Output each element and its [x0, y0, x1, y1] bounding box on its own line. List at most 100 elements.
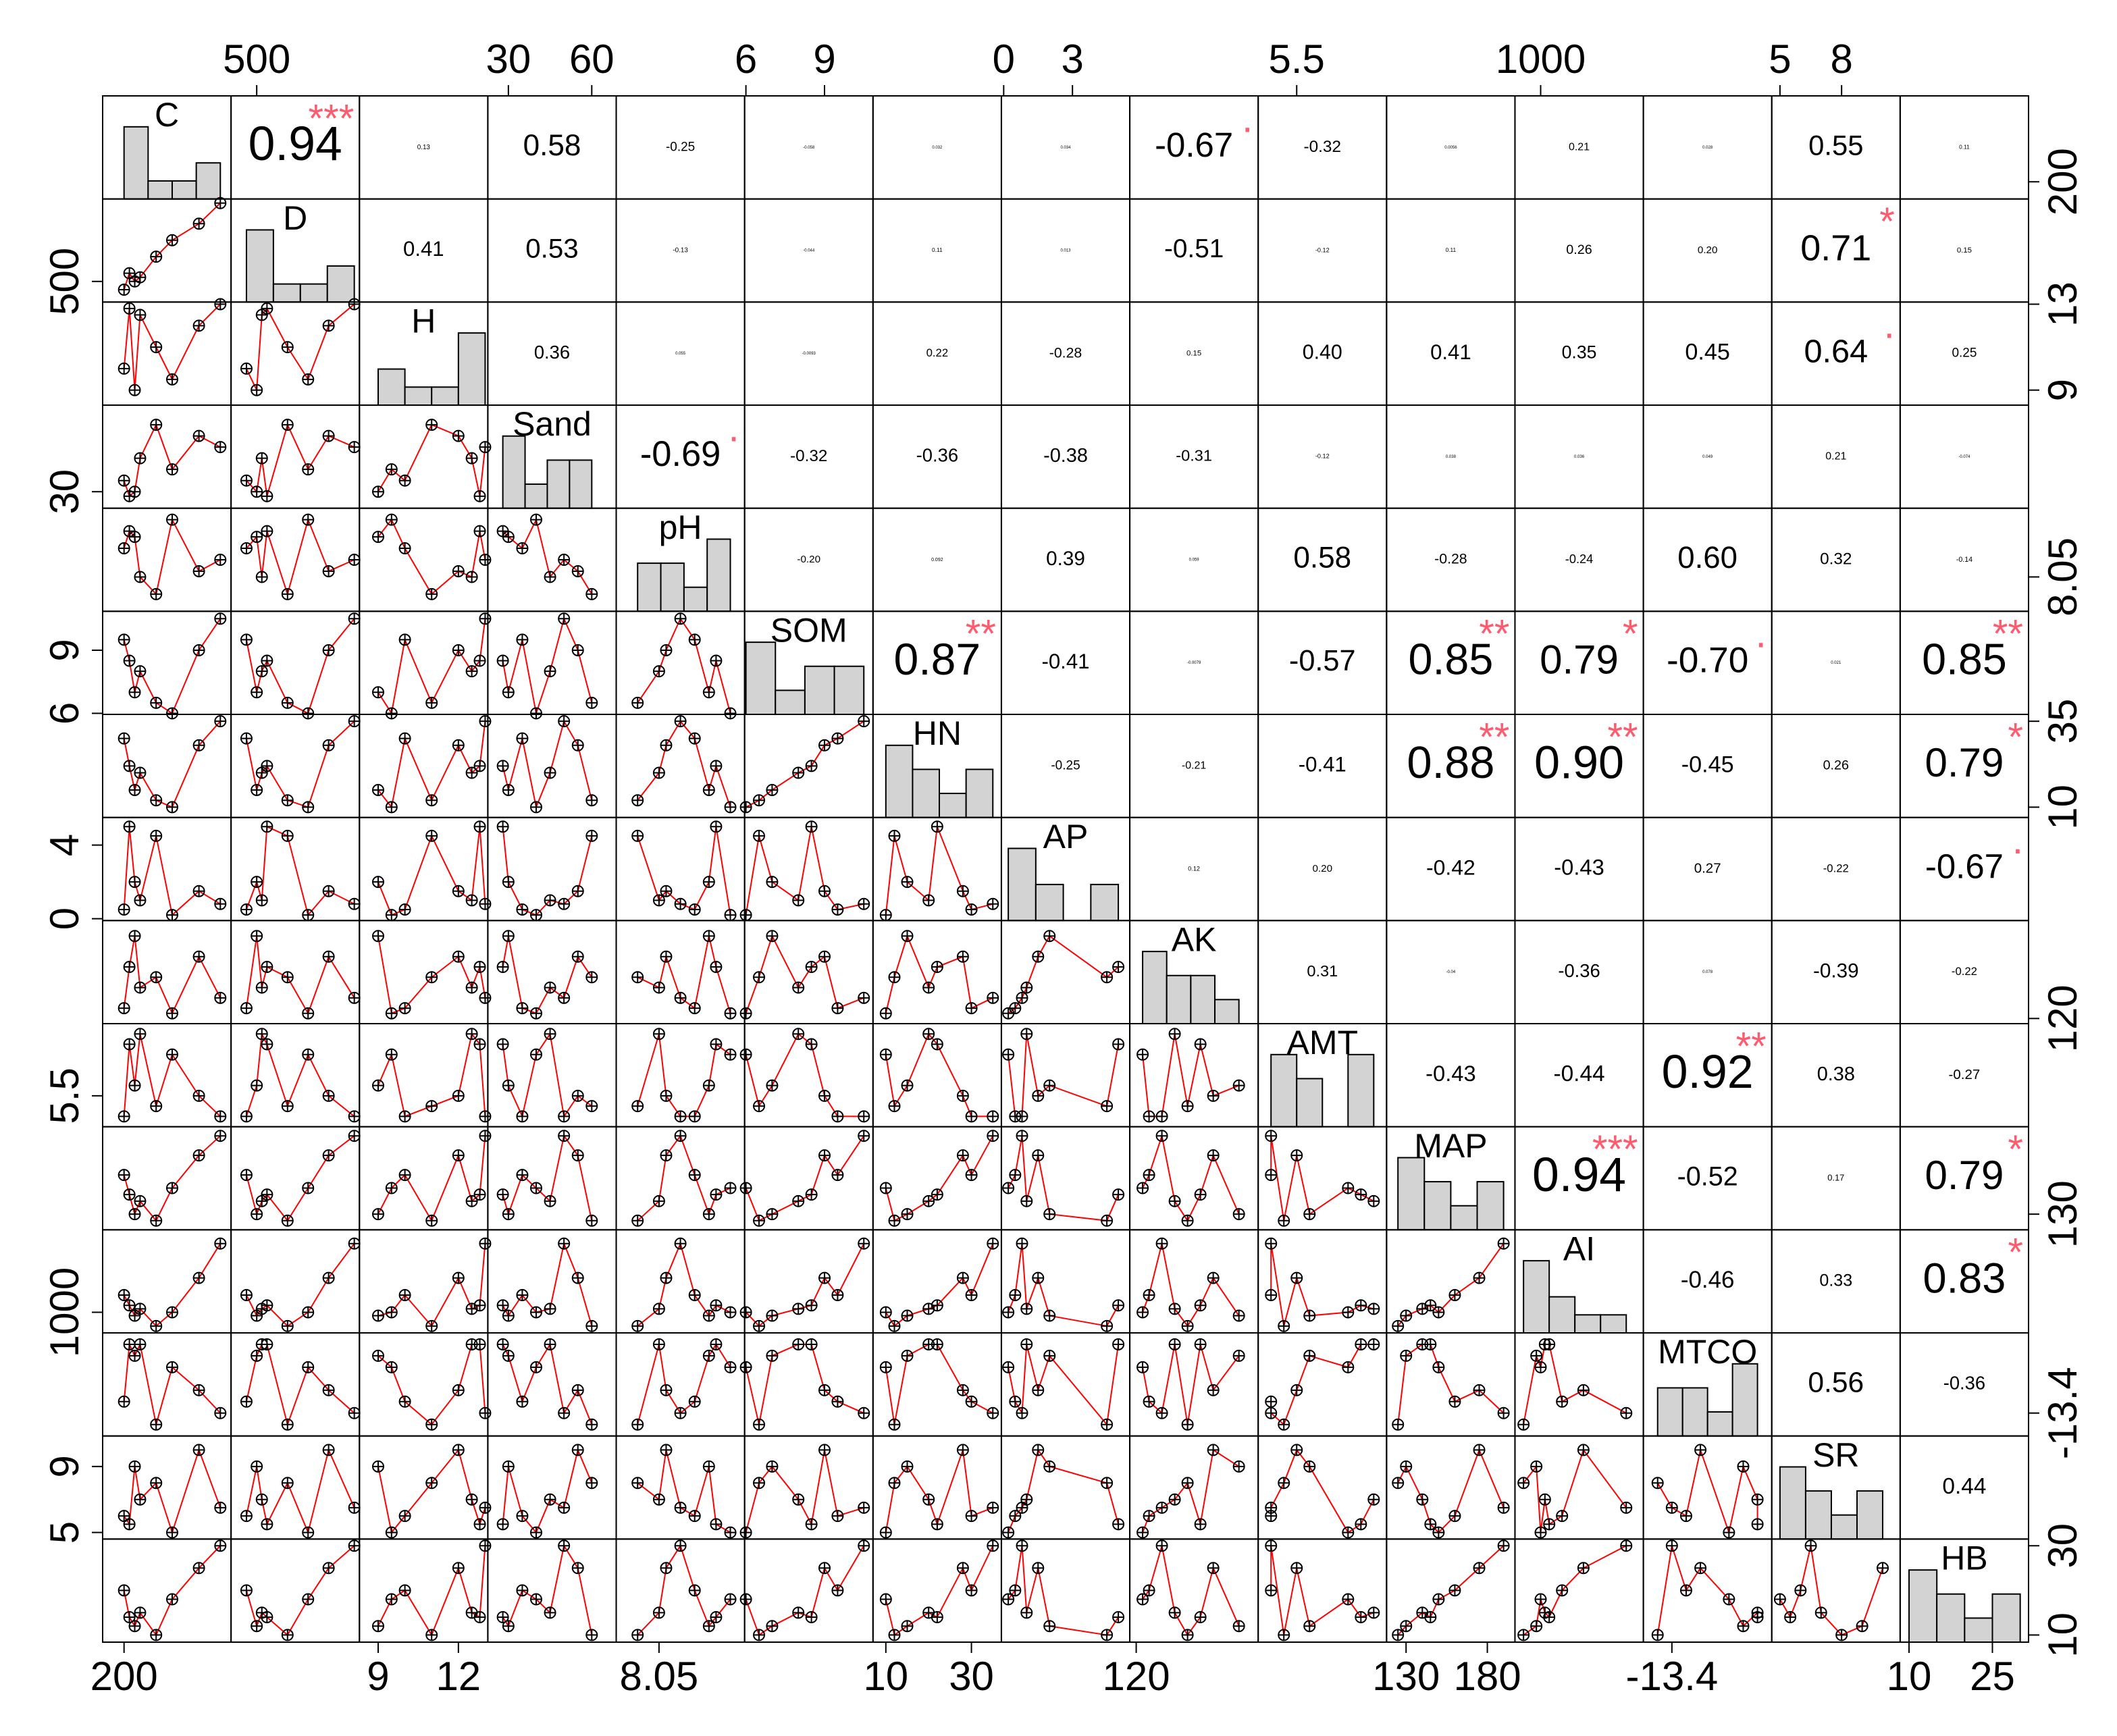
scatter-point — [931, 1611, 943, 1623]
scatter-point — [753, 971, 766, 984]
scatter-point — [150, 830, 163, 842]
scatter-point — [425, 971, 438, 984]
smooth-line — [746, 720, 864, 808]
x-tick-label: 30 — [949, 1654, 994, 1699]
scatter-point — [255, 894, 268, 907]
scatter-point — [371, 876, 384, 888]
scatter-point — [117, 542, 130, 554]
histogram-bar — [1090, 883, 1120, 922]
scatter-point — [348, 554, 361, 566]
scatter-point — [322, 950, 335, 963]
correlation-value: -0.43 — [1426, 1061, 1475, 1086]
scatter-point — [128, 930, 141, 943]
scatter-point — [150, 971, 163, 984]
scatter-point — [739, 1306, 752, 1319]
scatter-point — [831, 903, 844, 916]
panel-frame — [230, 714, 361, 818]
scatter-point — [922, 894, 935, 907]
scatter-point — [652, 1338, 665, 1350]
scatter-point — [128, 876, 141, 888]
histogram-bar — [299, 283, 328, 303]
correlation-value: 0.27 — [1694, 860, 1721, 876]
scatter-point — [965, 1110, 978, 1123]
significance-stars: ** — [1479, 715, 1509, 759]
scatter-point — [452, 565, 465, 577]
scatter-point — [214, 612, 227, 625]
scatter-point — [1448, 1289, 1461, 1301]
scatter-point — [739, 1361, 752, 1373]
scatter-point — [302, 373, 315, 386]
histogram-bar — [1856, 1490, 1884, 1540]
scatter-point — [688, 1584, 701, 1597]
panel-frame — [102, 714, 232, 818]
scatter-point — [117, 1169, 130, 1182]
smooth-line — [502, 719, 593, 810]
scatter-point — [251, 1460, 263, 1473]
scatter-point — [805, 1188, 818, 1201]
scatter-point — [660, 1444, 673, 1456]
scatter-point — [128, 1079, 141, 1092]
x-tick-label: 10 — [1887, 1654, 1932, 1699]
scatter-point — [165, 1593, 178, 1606]
scatter-point — [150, 587, 163, 600]
scatter-point — [385, 1306, 398, 1319]
smooth-line — [377, 1546, 486, 1637]
scatter-point — [496, 1611, 509, 1623]
y-tick-label: 1000 — [42, 1267, 87, 1357]
smooth-line — [123, 1448, 221, 1535]
correlation-value: 0.79 — [1925, 740, 2004, 785]
scatter-point — [516, 903, 529, 916]
scatter-point — [724, 1526, 737, 1539]
scatter-point — [1577, 1562, 1590, 1575]
scatter-point — [302, 1306, 315, 1319]
scatter-point — [1814, 1606, 1827, 1619]
scatter-point — [385, 1007, 398, 1020]
scatter-point — [479, 1406, 492, 1419]
scatter-point — [739, 801, 752, 814]
smooth-line — [502, 1032, 592, 1119]
scatter-point — [348, 1130, 361, 1142]
smooth-line — [123, 303, 221, 390]
scatter-point — [805, 1611, 818, 1623]
scatter-point — [987, 991, 999, 1004]
scatter-point — [585, 1629, 598, 1641]
smooth-line — [245, 936, 355, 1016]
scatter-point — [724, 1007, 737, 1020]
scatter-point — [544, 571, 556, 583]
scatter-point — [516, 1289, 529, 1301]
scatter-point — [465, 452, 478, 465]
scatter-point — [530, 1048, 543, 1061]
histogram-bar — [195, 162, 221, 200]
correlation-value: 0.87 — [894, 635, 981, 685]
variable-label: HB — [1941, 1540, 1987, 1577]
scatter-point — [452, 885, 465, 897]
panel-frame — [1899, 1538, 2030, 1643]
histogram-bar — [524, 483, 548, 509]
scatter-point — [452, 429, 465, 442]
smooth-line — [377, 826, 486, 916]
variable-label: D — [283, 199, 307, 237]
scatter-point — [1538, 1493, 1551, 1506]
scatter-point — [465, 981, 478, 994]
scatter-point — [452, 1384, 465, 1396]
x-tick-label: 5.5 — [1269, 36, 1325, 82]
scatter-point — [631, 971, 644, 984]
scatter-point — [901, 1350, 914, 1362]
scatter-point — [631, 830, 644, 842]
panel-frame — [1514, 1435, 1644, 1540]
scatter-point — [348, 1406, 361, 1419]
scatter-point — [371, 784, 384, 796]
scatter-point — [1751, 1611, 1764, 1623]
scatter-point — [348, 1237, 361, 1250]
scatter-point — [1265, 1289, 1278, 1301]
scatter-point — [1207, 1089, 1220, 1102]
scatter-point — [1020, 1194, 1033, 1207]
y-tick-label: 130 — [2040, 1180, 2085, 1248]
scatter-point — [1424, 1338, 1437, 1350]
scatter-point — [956, 1089, 969, 1102]
scatter-point — [465, 1493, 478, 1506]
panel-frame — [1129, 1435, 1259, 1540]
scatter-point — [931, 820, 943, 833]
scatter-point — [544, 1028, 556, 1041]
scatter-point — [792, 1028, 805, 1041]
